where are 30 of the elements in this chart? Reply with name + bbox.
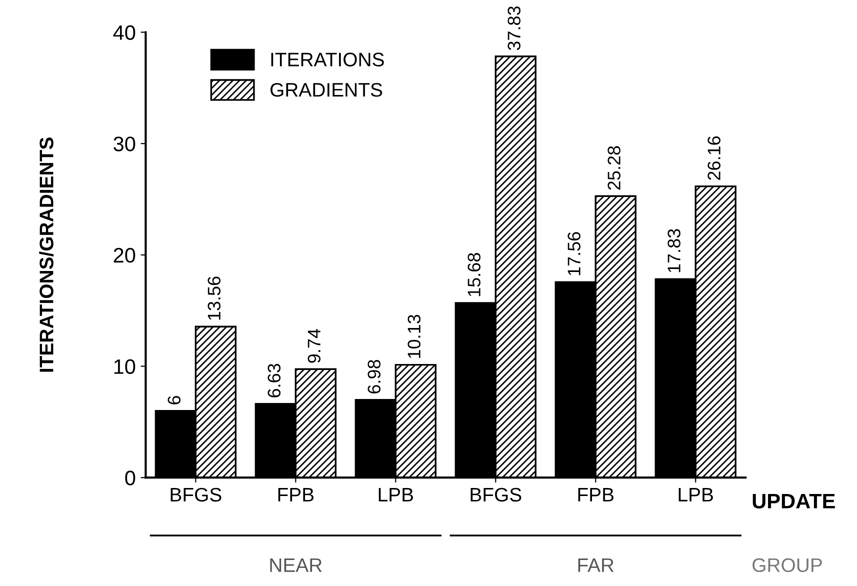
x-tick-label: LPB [378, 488, 413, 502]
legend-label: ITERATIONS [271, 52, 384, 66]
data-label: 17.56 [568, 232, 580, 276]
data-label: 15.68 [468, 253, 480, 296]
y-tick-label: 40 [113, 25, 136, 40]
x-axis-title: UPDATE [752, 494, 835, 508]
data-label: 17.83 [668, 229, 680, 272]
text: FAR [578, 558, 614, 572]
y-tick-label: 0 [125, 470, 136, 486]
x-tick-label: FPB [578, 488, 614, 502]
text: NEAR [270, 558, 322, 572]
text: GROUP [752, 558, 822, 572]
x-tick-label: BFGS [170, 488, 222, 502]
data-label: 6.98 [368, 360, 380, 394]
x-tick-label: BFGS [470, 488, 522, 502]
legend-label: GRADIENTS [270, 82, 382, 97]
x-tick-label: FPB [278, 488, 314, 502]
data-label: 6 [168, 396, 181, 404]
data-label: 9.74 [308, 328, 321, 363]
y-tick-label: 30 [114, 136, 136, 152]
data-label: 6.63 [268, 364, 281, 398]
y-tick-label: 20 [114, 248, 136, 263]
x-tick-label: LPB [678, 488, 713, 502]
data-label: 10.13 [408, 314, 420, 358]
data-label: 37.83 [508, 6, 520, 50]
data-label: 25.28 [608, 146, 620, 190]
data-label: 13.56 [208, 276, 221, 320]
data-label: 26.16 [708, 136, 720, 180]
y-tick-label: 10 [114, 359, 136, 374]
y-axis-title: ITERATIONS/GRADIENTS [39, 138, 54, 372]
